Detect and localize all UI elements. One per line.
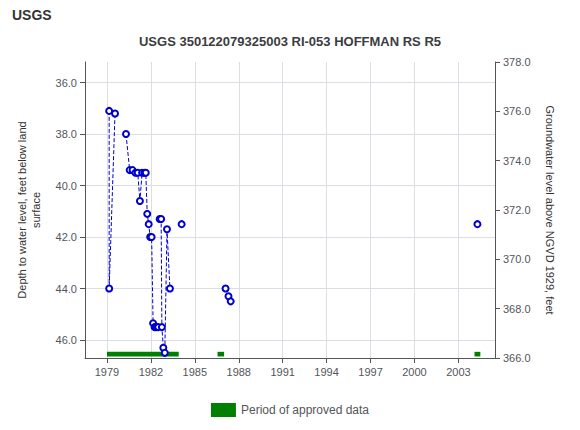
svg-text:366.0: 366.0 [503, 352, 531, 364]
svg-text:Period of approved data: Period of approved data [241, 403, 369, 417]
svg-text:374.0: 374.0 [503, 155, 531, 167]
svg-text:44.0: 44.0 [56, 283, 77, 295]
svg-text:1994: 1994 [314, 366, 338, 378]
svg-text:1982: 1982 [139, 366, 163, 378]
svg-text:378.0: 378.0 [503, 56, 531, 68]
svg-text:Groundwater level above NGVD 1: Groundwater level above NGVD 1929, feet [544, 105, 556, 314]
svg-text:376.0: 376.0 [503, 105, 531, 117]
svg-text:USGS 350122079325003 RI-053 HO: USGS 350122079325003 RI-053 HOFFMAN RS R… [139, 34, 441, 49]
svg-text:1997: 1997 [358, 366, 382, 378]
svg-text:1985: 1985 [183, 366, 207, 378]
svg-text:38.0: 38.0 [56, 128, 77, 140]
svg-text:40.0: 40.0 [56, 180, 77, 192]
svg-text:372.0: 372.0 [503, 204, 531, 216]
svg-text:370.0: 370.0 [503, 253, 531, 265]
svg-text:36.0: 36.0 [56, 77, 77, 89]
svg-text:Depth to water level, feet bel: Depth to water level, feet below land [16, 121, 28, 298]
svg-text:2003: 2003 [446, 366, 470, 378]
svg-text:368.0: 368.0 [503, 303, 531, 315]
svg-text:1991: 1991 [270, 366, 294, 378]
svg-text:surface: surface [30, 192, 42, 228]
svg-text:1988: 1988 [227, 366, 251, 378]
svg-text:USGS: USGS [12, 7, 52, 23]
svg-text:1979: 1979 [95, 366, 119, 378]
svg-text:46.0: 46.0 [56, 334, 77, 346]
svg-text:42.0: 42.0 [56, 231, 77, 243]
svg-text:2000: 2000 [402, 366, 426, 378]
